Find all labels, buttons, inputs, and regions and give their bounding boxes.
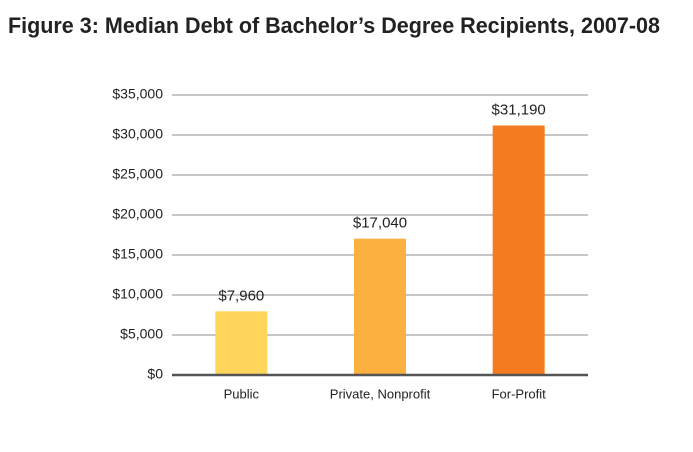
value-label: $31,190: [492, 101, 546, 118]
x-tick-label: For-Profit: [492, 386, 547, 401]
chart-title: Figure 3: Median Debt of Bachelor’s Degr…: [8, 13, 660, 38]
value-label: $7,960: [218, 287, 264, 304]
y-tick-label: $35,000: [112, 86, 163, 102]
y-tick-label: $10,000: [112, 286, 163, 302]
bar: [215, 311, 268, 375]
y-tick-label: $5,000: [120, 326, 163, 342]
bar: [354, 238, 406, 375]
y-tick-label: $0: [147, 366, 163, 382]
y-tick-label: $20,000: [112, 206, 163, 222]
x-tick-label: Public: [224, 386, 260, 401]
y-tick-label: $30,000: [112, 126, 163, 142]
y-tick-label: $15,000: [112, 246, 163, 262]
y-tick-label: $25,000: [112, 166, 163, 182]
x-tick-label: Private, Nonprofit: [330, 386, 431, 401]
value-label: $17,040: [353, 215, 407, 232]
bar: [492, 125, 545, 375]
